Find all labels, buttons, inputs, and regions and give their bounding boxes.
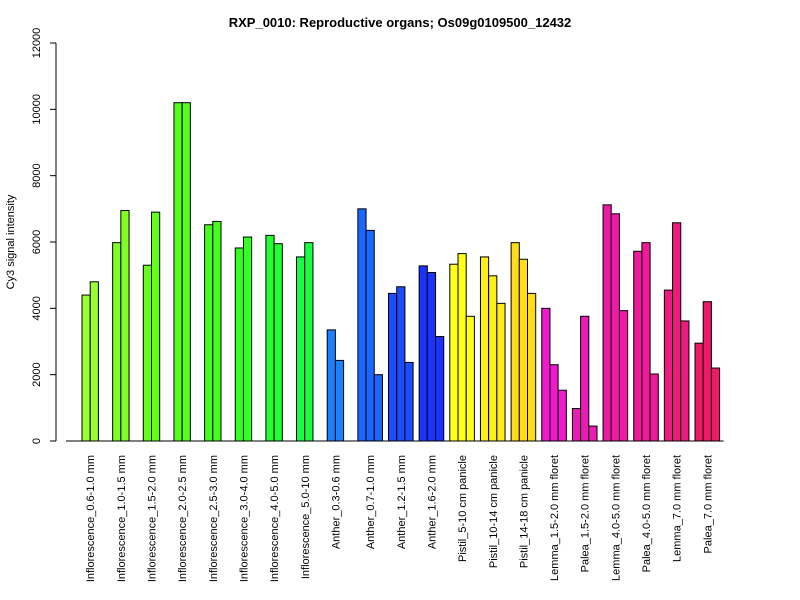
y-tick-label: 4000: [31, 296, 43, 320]
category-label: Palea_1.5-2.0 mm floret: [580, 455, 592, 572]
category-label: Pistil_5-10 cm panicle: [457, 455, 469, 562]
category-label: Anther_1.2-1.5 mm: [396, 455, 408, 549]
bar: [649, 373, 659, 442]
bar: [702, 301, 712, 442]
y-tick-label: 2000: [31, 362, 43, 386]
bar: [571, 407, 582, 442]
bar: [112, 242, 122, 442]
bar: [404, 361, 414, 442]
bar: [373, 374, 383, 442]
bar: [304, 242, 314, 442]
bar: [549, 364, 559, 442]
chart-title: RXP_0010: Reproductive organs; Os09g0109…: [229, 15, 572, 30]
bar: [694, 342, 704, 442]
bar: [234, 247, 244, 442]
bar: [641, 242, 651, 442]
y-tick-label: 10000: [31, 94, 43, 125]
category-label: Anther_0.7-1.0 mm: [365, 455, 377, 549]
bar: [396, 286, 406, 442]
bar: [181, 102, 191, 442]
category-label: Inflorescence_2.0-2.5 mm: [177, 455, 189, 582]
category-label: Inflorescence_1.0-1.5 mm: [116, 455, 128, 582]
bar: [151, 211, 161, 442]
bar: [273, 243, 283, 442]
bar: [527, 292, 537, 442]
y-axis: 0 2000 4000 6000 8000 10000 12000: [31, 28, 57, 444]
bar: [81, 294, 91, 442]
bar: [120, 209, 130, 442]
bar: [588, 425, 598, 442]
bar: [488, 275, 498, 442]
bar: [663, 289, 674, 442]
bar: [633, 250, 643, 442]
bar: [142, 264, 153, 442]
bar: [89, 281, 99, 442]
category-label: Inflorescence_0.6-1.0 mm: [85, 455, 97, 582]
category-label: Lemma_4.0-5.0 mm floret: [610, 455, 622, 581]
bar: [618, 310, 629, 442]
category-label: Inflorescence_2.5-3.0 mm: [208, 455, 220, 582]
category-label: Inflorescence_3.0-4.0 mm: [238, 455, 250, 582]
category-label: Inflorescence_5.0-10 mm: [300, 455, 312, 579]
bar: [357, 208, 367, 442]
bar: [680, 320, 690, 442]
bar: [204, 224, 214, 442]
bar: [242, 236, 253, 442]
bar: [418, 265, 428, 442]
bar: [557, 389, 567, 442]
bar: [265, 234, 275, 442]
bar: [610, 213, 620, 442]
bar: [365, 229, 375, 442]
y-tick-label: 6000: [31, 230, 43, 254]
category-label: Inflorescence_1.5-2.0 mm: [147, 455, 159, 582]
category-label: Palea_7.0 mm floret: [702, 455, 714, 553]
bar: [435, 336, 445, 442]
bar: [173, 102, 183, 442]
bar: [465, 315, 475, 442]
bar: [212, 220, 222, 442]
bar: [296, 256, 306, 442]
category-label: Pistil_10-14 cm panicle: [488, 455, 500, 568]
bar: [457, 253, 467, 442]
category-label: Lemma_1.5-2.0 mm floret: [549, 455, 561, 581]
category-label: Palea_4.0-5.0 mm floret: [641, 455, 653, 572]
category-label: Inflorescence_4.0-5.0 mm: [269, 455, 281, 582]
bar: [672, 222, 682, 442]
bar: [334, 359, 345, 442]
bar: [518, 258, 528, 442]
category-label: Anther_1.6-2.0 mm: [426, 455, 438, 549]
bar: [426, 272, 437, 442]
bar: [326, 329, 336, 442]
bar: [710, 367, 721, 442]
bar: [388, 292, 398, 442]
bar: [580, 315, 590, 442]
bar: [479, 256, 490, 442]
category-label: Pistil_14-18 cm panicle: [518, 455, 530, 568]
bars: [81, 102, 721, 442]
bar: [602, 204, 612, 442]
y-tick-label: 12000: [31, 28, 43, 59]
bar: [449, 263, 459, 442]
y-tick-label: 0: [31, 438, 43, 444]
y-axis-label: Cy3 signal intensity: [5, 194, 17, 289]
bar: [541, 307, 551, 442]
bar: [496, 302, 506, 442]
category-label: Anther_0.3-0.6 mm: [330, 455, 342, 549]
bar: [510, 242, 520, 442]
category-labels: Inflorescence_0.6-1.0 mm Inflorescence_1.…: [85, 455, 714, 582]
category-label: Lemma_7.0 mm floret: [672, 455, 684, 562]
y-tick-label: 8000: [31, 163, 43, 187]
